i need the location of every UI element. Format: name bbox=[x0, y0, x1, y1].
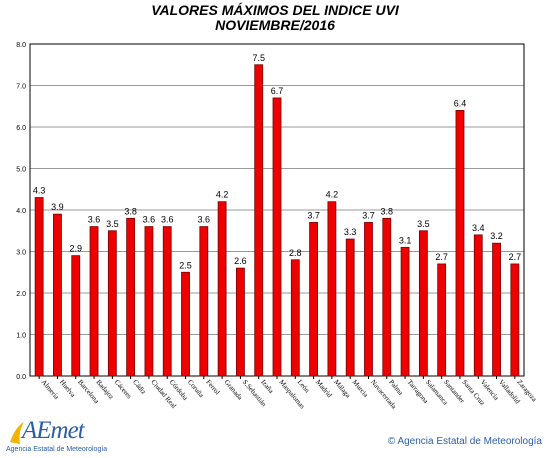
x-tick-label: Almería bbox=[40, 378, 61, 401]
data-label: 2.5 bbox=[179, 260, 192, 270]
bar bbox=[199, 226, 209, 377]
data-label: 3.5 bbox=[417, 219, 430, 229]
x-tick-label: Huelva bbox=[58, 378, 78, 399]
data-label: 2.9 bbox=[69, 244, 82, 254]
bar bbox=[418, 230, 428, 377]
x-tick-label: Murcia bbox=[351, 378, 371, 399]
bar bbox=[272, 97, 282, 377]
data-label: 3.6 bbox=[198, 215, 211, 225]
data-label: 3.6 bbox=[88, 215, 101, 225]
bar bbox=[254, 64, 264, 377]
y-tick-label: 4.0 bbox=[16, 208, 26, 215]
data-label: 3.8 bbox=[381, 206, 394, 216]
x-tick-label: León bbox=[296, 378, 312, 395]
x-tick-label: Cádiz bbox=[131, 378, 148, 396]
y-tick-label: 8.0 bbox=[16, 42, 26, 49]
data-label: 3.6 bbox=[143, 215, 156, 225]
data-label: 3.3 bbox=[344, 227, 357, 237]
data-label: 7.5 bbox=[252, 53, 265, 63]
data-label: 3.1 bbox=[399, 235, 412, 245]
bar bbox=[492, 242, 501, 377]
data-label: 2.7 bbox=[509, 252, 522, 262]
data-label: 3.7 bbox=[307, 210, 320, 220]
x-tick-label: Madrid bbox=[314, 378, 334, 399]
y-tick-label: 0.0 bbox=[16, 374, 26, 381]
y-tick-label: 3.0 bbox=[16, 250, 26, 257]
data-label: 3.5 bbox=[106, 219, 119, 229]
data-label: 6.4 bbox=[454, 98, 467, 108]
x-tick-label: Izaña bbox=[259, 378, 275, 395]
data-label: 3.4 bbox=[472, 223, 485, 233]
bar bbox=[309, 222, 318, 377]
aemet-logo-subtitle: Agencia Estatal de Meteorología bbox=[6, 446, 108, 453]
y-tick-label: 7.0 bbox=[16, 84, 26, 91]
bar bbox=[510, 263, 520, 377]
data-label: 3.8 bbox=[124, 206, 137, 216]
data-label: 4.2 bbox=[216, 190, 229, 200]
bar bbox=[382, 217, 392, 377]
bar bbox=[162, 226, 172, 377]
bar bbox=[364, 222, 373, 377]
aemet-logo-icon bbox=[10, 422, 24, 444]
data-label: 6.7 bbox=[271, 86, 284, 96]
data-label: 3.2 bbox=[490, 231, 503, 241]
bar bbox=[71, 255, 81, 377]
bar bbox=[126, 217, 136, 377]
data-label: 4.3 bbox=[33, 186, 46, 196]
chart-subtitle: NOVIEMBRE/2016 bbox=[215, 17, 335, 33]
y-tick-label: 5.0 bbox=[16, 167, 26, 174]
y-tick-label: 1.0 bbox=[16, 333, 26, 340]
bar bbox=[236, 267, 245, 377]
bar bbox=[107, 230, 117, 377]
data-label: 3.9 bbox=[51, 202, 64, 212]
data-label: 4.2 bbox=[326, 190, 339, 200]
y-tick-label: 6.0 bbox=[16, 125, 26, 132]
x-tick-label: Cáceres bbox=[113, 378, 134, 400]
uvi-bar-chart: 0.0 1.0 2.0 3.0 4.0 5.0 6.0 7.0 8.0 4.3 Almería 3.9… bbox=[16, 42, 538, 411]
bar bbox=[455, 110, 465, 377]
bar bbox=[217, 201, 227, 377]
data-label: 3.6 bbox=[161, 215, 174, 225]
data-label: 2.6 bbox=[234, 256, 247, 266]
bar bbox=[53, 213, 62, 377]
x-tick-label: Ferrol bbox=[204, 378, 221, 396]
bar bbox=[34, 197, 44, 377]
x-tick-label: Málaga bbox=[332, 378, 352, 400]
data-label: 2.7 bbox=[435, 252, 448, 262]
chart-title: VALORES MÁXIMOS DEL INDICE UVI bbox=[151, 2, 399, 18]
data-label: 2.8 bbox=[289, 248, 302, 258]
bar bbox=[89, 226, 99, 377]
bar bbox=[400, 246, 410, 377]
data-label: 3.7 bbox=[362, 210, 375, 220]
aemet-logo-text: AEmet bbox=[22, 417, 85, 444]
bar bbox=[345, 238, 355, 377]
bar bbox=[327, 201, 337, 377]
bar bbox=[290, 259, 300, 377]
bar bbox=[181, 271, 190, 377]
y-tick-label: 2.0 bbox=[16, 291, 26, 298]
bar bbox=[144, 226, 154, 377]
bar bbox=[437, 263, 447, 377]
copyright-text: © Agencia Estatal de Meteorología bbox=[387, 436, 542, 447]
bar bbox=[473, 234, 483, 377]
